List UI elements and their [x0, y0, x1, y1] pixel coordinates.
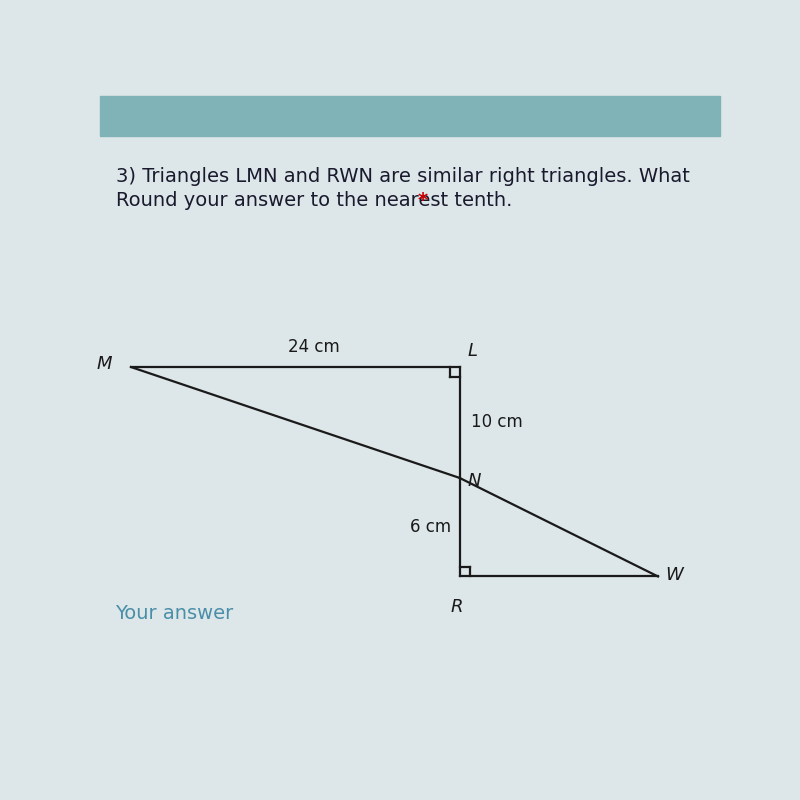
Text: 6 cm: 6 cm — [410, 518, 451, 536]
Text: 24 cm: 24 cm — [288, 338, 340, 356]
Text: L: L — [467, 342, 477, 360]
Text: Round your answer to the nearest tenth.: Round your answer to the nearest tenth. — [115, 191, 518, 210]
Text: 3) Triangles LMN and RWN are similar right triangles. What: 3) Triangles LMN and RWN are similar rig… — [115, 167, 690, 186]
Text: 10 cm: 10 cm — [470, 414, 522, 431]
Text: R: R — [450, 598, 462, 616]
Text: W: W — [666, 566, 683, 584]
Text: *: * — [418, 191, 428, 210]
Text: N: N — [467, 472, 481, 490]
Text: Your answer: Your answer — [115, 604, 234, 623]
Bar — [100, 96, 720, 136]
Text: M: M — [97, 355, 112, 373]
